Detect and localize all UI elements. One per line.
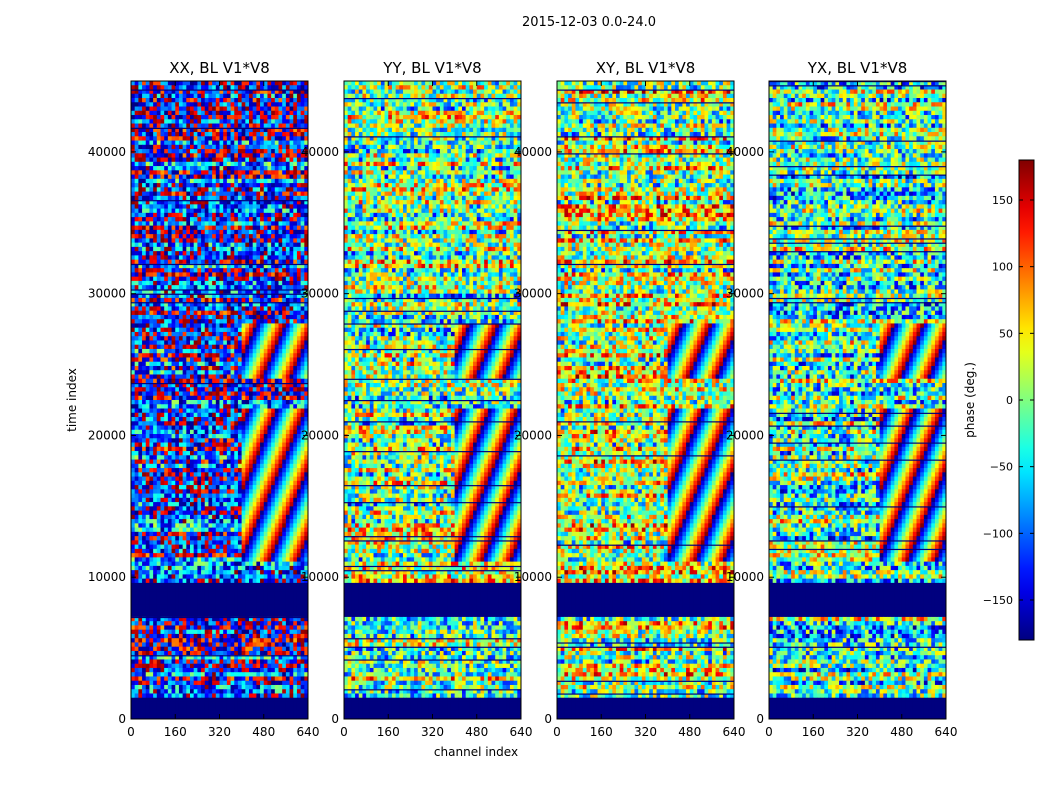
y-tick-label: 40000 [88,145,126,159]
x-tick-label: 640 [297,725,320,739]
x-tick-label: 480 [890,725,913,739]
colorbar-tick-label: −50 [990,461,1013,474]
x-tick-label: 320 [846,725,869,739]
y-tick-label: 30000 [726,287,764,301]
y-tick-label: 40000 [301,145,339,159]
x-tick-label: 0 [340,725,348,739]
y-tick-label: 20000 [88,428,126,442]
figure-suptitle: 2015-12-03 0.0-24.0 [522,15,656,30]
x-tick-label: 640 [723,725,746,739]
colorbar-tick-label: 50 [999,327,1013,340]
panel-title: YY, BL V1*V8 [382,59,481,77]
x-tick-label: 160 [377,725,400,739]
x-tick-label: 160 [590,725,613,739]
y-tick-label: 0 [756,712,764,726]
y-tick-label: 30000 [88,287,126,301]
x-tick-label: 0 [765,725,773,739]
colorbar: −150 −100 −50 0 50 100 150 phase (deg.) [963,159,1035,641]
panel-1: YY, BL V1*V8 0 160 320 480 640 0 10000 20000 3000… [301,59,533,739]
y-tick-label: 10000 [726,570,764,584]
y-tick-label: 40000 [514,145,552,159]
y-tick-label: 20000 [301,428,339,442]
panel-3: YX, BL V1*V8 0 160 320 480 640 0 10000 20000 3000… [726,59,958,739]
panel-title: XY, BL V1*V8 [596,59,696,77]
x-tick-label: 0 [127,725,135,739]
colorbar-tick-label: −150 [983,594,1013,607]
y-axis-label: time index [65,368,79,432]
x-tick-label: 320 [634,725,657,739]
y-tick-label: 20000 [726,428,764,442]
panel-2: XY, BL V1*V8 0 160 320 480 640 0 10000 20000 3000… [514,59,746,739]
panel-0: XX, BL V1*V8 0 160 320 480 640 0 10000 20000 3000… [88,59,320,739]
x-tick-label: 320 [421,725,444,739]
y-tick-label: 0 [544,712,552,726]
colorbar-tick-label: −100 [983,527,1013,540]
phase-image-0 [131,81,308,719]
x-tick-label: 0 [553,725,561,739]
colorbar-label: phase (deg.) [963,362,977,438]
panels-group: XX, BL V1*V8 0 160 320 480 640 0 10000 20000 3000… [88,59,958,739]
phase-image-1 [344,81,521,719]
colorbar-tick-label: 0 [1006,394,1013,407]
panel-title: XX, BL V1*V8 [169,59,270,77]
phase-image-3 [769,81,946,719]
colorbar-tick-label: 150 [992,194,1013,207]
y-tick-label: 30000 [301,287,339,301]
y-tick-label: 10000 [514,570,552,584]
x-tick-label: 320 [208,725,231,739]
y-tick-label: 20000 [514,428,552,442]
x-tick-label: 480 [678,725,701,739]
x-tick-label: 160 [802,725,825,739]
x-tick-label: 160 [164,725,187,739]
x-tick-label: 480 [252,725,275,739]
x-axis-label: channel index [434,745,518,759]
panel-title: YX, BL V1*V8 [807,59,908,77]
y-tick-label: 40000 [726,145,764,159]
y-tick-label: 10000 [88,570,126,584]
phase-image-2 [557,81,734,719]
colorbar-tick-label: 100 [992,261,1013,274]
y-tick-label: 0 [118,712,126,726]
y-tick-label: 0 [331,712,339,726]
x-tick-label: 640 [935,725,958,739]
x-tick-label: 480 [465,725,488,739]
y-tick-label: 10000 [301,570,339,584]
y-tick-label: 30000 [514,287,552,301]
x-tick-label: 640 [510,725,533,739]
